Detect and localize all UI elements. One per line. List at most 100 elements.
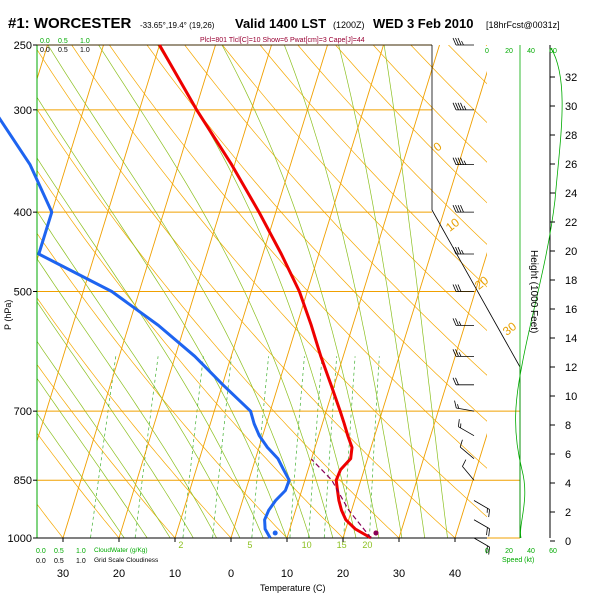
moist-adiabat — [157, 45, 357, 538]
isotherm-line — [230, 45, 384, 538]
wind-barb-feather — [452, 102, 457, 110]
moist-adiabat — [383, 45, 448, 538]
wind-barb-staff — [462, 466, 475, 481]
moist-adiabat — [338, 45, 426, 538]
cloud-tick-label-black: 0.0 — [36, 558, 46, 565]
wind-barb-half-feather — [461, 40, 464, 46]
height-tick-label: 0 — [565, 536, 571, 548]
wind-barb-feather — [488, 528, 490, 537]
wind-barb-feather — [457, 204, 462, 213]
wind-barb-feather — [452, 246, 457, 255]
temperature-axis: 30 20 10 0 10 20 30 40 — [57, 538, 461, 580]
dry-adiabat — [37, 108, 400, 538]
series-line-parcel — [310, 458, 372, 539]
wind-barb-staff — [459, 446, 475, 459]
dry-adiabat — [146, 45, 487, 422]
cloud-tick-label-black: 1.0 — [80, 47, 90, 54]
wind-barb-feather — [486, 527, 488, 536]
station-coords: -33.65°,19.4° (19,26) — [140, 21, 215, 30]
pressure-tick-label: 400 — [14, 207, 32, 219]
dry-adiabat — [259, 45, 487, 288]
height-tick-label: 10 — [565, 391, 577, 403]
cloud-tick-label-green: 1.0 — [76, 548, 86, 555]
wind-barb-feather — [455, 349, 459, 357]
cloud-tick-label-green: 0.5 — [54, 548, 64, 555]
dry-adiabat — [37, 169, 344, 538]
mixing-ratio-line — [212, 356, 232, 538]
mixing-ratio-lines — [90, 356, 380, 538]
cloud-tick-label-green: 1.0 — [80, 38, 90, 45]
moist-adiabat — [37, 210, 241, 538]
wind-barb-feather — [457, 246, 462, 255]
forecast-info: [18hrFcst@0031z] — [486, 20, 560, 30]
pressure-tick-label: 1000 — [8, 533, 32, 545]
dry-adiabat — [372, 45, 487, 163]
isotherm-line — [37, 45, 48, 81]
moist-adiabat — [37, 258, 217, 538]
wind-barb-staff — [473, 500, 490, 510]
wind-barb-half-feather — [463, 105, 467, 111]
speed-tick-label-bottom: 20 — [505, 548, 513, 555]
wind-barb-half-feather — [458, 321, 462, 326]
valid-time: Valid 1400 LST — [235, 16, 326, 31]
isotherm-line — [398, 251, 487, 538]
dry-adiabat — [221, 45, 487, 332]
wind-barb-feather — [455, 37, 459, 46]
isotherm-line — [286, 45, 440, 538]
wind-barb-feather — [455, 284, 459, 292]
wind-barb-feather — [460, 204, 464, 213]
isotherm-line — [174, 45, 328, 538]
wind-barb-feather — [462, 459, 467, 467]
height-tick-label: 6 — [565, 449, 571, 461]
height-tick-label: 22 — [565, 217, 577, 229]
pressure-axis-label: P (hPa) — [3, 300, 13, 330]
wind-barbs — [452, 37, 490, 555]
height-tick-label: 24 — [565, 188, 577, 200]
moist-adiabats — [37, 45, 448, 538]
moist-adiabat — [37, 301, 194, 538]
moist-adiabat — [37, 377, 148, 538]
stability-indices: Plcl=801 Tlcl[C]=10 Show=6 Pwat[cm]=3 Ca… — [200, 37, 365, 44]
mixing-ratio-line — [369, 356, 380, 538]
wind-barb-feather — [452, 157, 457, 165]
wind-barb-feather — [452, 284, 457, 292]
cloud-tick-label-green: 0.0 — [40, 38, 50, 45]
cloud-tick-label-black: 0.0 — [40, 47, 50, 54]
isotherms — [37, 45, 487, 538]
dry-adiabat — [37, 432, 120, 538]
cloud-tick-label-black: 0.5 — [54, 558, 64, 565]
speed-tick-label-top: 20 — [505, 48, 513, 55]
wind-barb-feather — [452, 349, 457, 357]
isotherm-line — [37, 45, 160, 443]
height-axis-label: Height (1000 Feet) — [528, 250, 539, 333]
moist-adiabat — [37, 340, 171, 538]
mixing-ratio-line — [308, 356, 323, 538]
wind-barb-feather — [452, 204, 457, 213]
speed-axis-bottom: 0 20 40 60 — [485, 548, 557, 555]
wind-barb-feather — [460, 157, 464, 165]
wind-speed-profile — [515, 47, 563, 539]
wind-barb-feather — [457, 284, 462, 292]
cloud-axis-top: 0.0 0.0 0.5 0.5 1.0 1.0 — [40, 38, 90, 54]
height-tick-label: 18 — [565, 275, 577, 287]
wind-barb-feather — [488, 546, 490, 555]
pressure-axis: 250 300 400 500 700 850 1000 — [8, 40, 37, 545]
wind-barb-feather — [460, 102, 464, 110]
moist-adiabat — [47, 45, 311, 538]
dry-adiabat — [37, 48, 456, 538]
height-tick-label: 14 — [565, 333, 577, 345]
mixing-ratio-line — [251, 356, 269, 538]
valid-date: WED 3 Feb 2010 — [373, 16, 473, 31]
wind-barb-feather — [455, 318, 459, 326]
pressure-tick-label: 850 — [14, 475, 32, 487]
cloudwater-label: CloudWater (g/Kg) — [94, 547, 148, 554]
mixing-ratio-label: 10 — [302, 540, 312, 550]
wind-barb-half-feather — [457, 404, 460, 409]
wind-barb-feather — [488, 509, 490, 518]
wind-barb-feather — [452, 318, 457, 326]
moist-adiabat — [37, 412, 125, 538]
speed-axis-top: 0 20 40 60 — [485, 48, 557, 55]
temperature-tick-label: 0 — [228, 568, 234, 580]
speed-tick-label-top: 0 — [485, 48, 489, 55]
mixing-ratio-line — [182, 356, 204, 538]
